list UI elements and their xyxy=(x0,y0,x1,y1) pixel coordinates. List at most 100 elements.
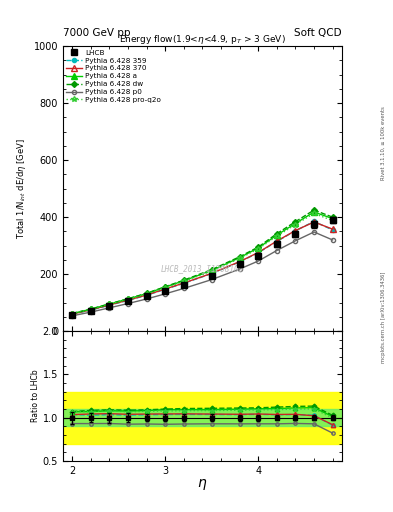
Pythia 6.428 359 xyxy=(256,250,261,256)
Y-axis label: Total 1/N$_{int}$ dE/d$\eta$ [GeV]: Total 1/N$_{int}$ dE/d$\eta$ [GeV] xyxy=(15,138,28,239)
Pythia 6.428 a xyxy=(144,290,149,296)
Pythia 6.428 a xyxy=(274,232,279,238)
Pythia 6.428 a xyxy=(70,310,75,316)
Pythia 6.428 p0 xyxy=(126,301,130,307)
Title: Energy flow(1.9<$\eta$<4.9, p$_{T}$ > 3 GeV): Energy flow(1.9<$\eta$<4.9, p$_{T}$ > 3 … xyxy=(119,33,286,46)
Pythia 6.428 pro-q2o xyxy=(88,306,93,312)
Pythia 6.428 359 xyxy=(88,307,93,313)
Pythia 6.428 pro-q2o xyxy=(70,310,75,316)
Pythia 6.428 359 xyxy=(293,228,298,234)
Pythia 6.428 pro-q2o xyxy=(293,222,298,228)
Y-axis label: Ratio to LHCb: Ratio to LHCb xyxy=(31,370,40,422)
X-axis label: $\eta$: $\eta$ xyxy=(197,477,208,492)
Pythia 6.428 p0 xyxy=(274,247,279,253)
Pythia 6.428 a xyxy=(209,267,214,273)
Pythia 6.428 a xyxy=(107,301,112,307)
Pythia 6.428 359 xyxy=(163,286,167,292)
Pythia 6.428 pro-q2o xyxy=(274,233,279,239)
Pythia 6.428 p0 xyxy=(144,296,149,302)
Pythia 6.428 370 xyxy=(88,307,93,313)
Pythia 6.428 359 xyxy=(209,270,214,276)
Pythia 6.428 359 xyxy=(274,238,279,244)
Pythia 6.428 pro-q2o xyxy=(144,291,149,297)
Text: 7000 GeV pp: 7000 GeV pp xyxy=(63,28,130,38)
Pythia 6.428 dw xyxy=(163,284,167,290)
Pythia 6.428 a xyxy=(256,245,261,251)
Pythia 6.428 dw xyxy=(312,207,316,213)
Pythia 6.428 p0 xyxy=(293,238,298,244)
Pythia 6.428 370 xyxy=(293,227,298,233)
Pythia 6.428 pro-q2o xyxy=(256,246,261,252)
Pythia 6.428 370 xyxy=(256,249,261,255)
Pythia 6.428 pro-q2o xyxy=(107,301,112,307)
Pythia 6.428 dw xyxy=(107,301,112,307)
Pythia 6.428 370 xyxy=(312,219,316,225)
Pythia 6.428 pro-q2o xyxy=(163,285,167,291)
Text: Soft QCD: Soft QCD xyxy=(294,28,342,38)
Pythia 6.428 pro-q2o xyxy=(126,296,130,303)
Pythia 6.428 p0 xyxy=(70,313,75,319)
Pythia 6.428 359 xyxy=(107,302,112,308)
Pythia 6.428 a xyxy=(88,306,93,312)
Pythia 6.428 p0 xyxy=(88,309,93,315)
Pythia 6.428 370 xyxy=(126,297,130,303)
Pythia 6.428 370 xyxy=(237,259,242,265)
Pythia 6.428 dw xyxy=(330,214,335,220)
Pythia 6.428 p0 xyxy=(237,266,242,272)
Line: Pythia 6.428 359: Pythia 6.428 359 xyxy=(70,219,335,316)
Pythia 6.428 a xyxy=(330,216,335,222)
Pythia 6.428 a xyxy=(237,254,242,261)
Pythia 6.428 dw xyxy=(209,267,214,273)
Text: LHCB_2013_I1208105: LHCB_2013_I1208105 xyxy=(161,264,244,273)
Pythia 6.428 359 xyxy=(126,297,130,304)
Pythia 6.428 370 xyxy=(107,302,112,308)
Pythia 6.428 dw xyxy=(237,254,242,260)
Pythia 6.428 dw xyxy=(256,244,261,250)
Pythia 6.428 359 xyxy=(312,218,316,224)
Pythia 6.428 370 xyxy=(209,270,214,276)
Pythia 6.428 p0 xyxy=(163,291,167,297)
Pythia 6.428 dw xyxy=(274,230,279,237)
Pythia 6.428 pro-q2o xyxy=(237,255,242,262)
Pythia 6.428 pro-q2o xyxy=(209,268,214,274)
Pythia 6.428 370 xyxy=(330,226,335,232)
Pythia 6.428 p0 xyxy=(209,276,214,283)
Pythia 6.428 pro-q2o xyxy=(312,210,316,217)
Line: Pythia 6.428 pro-q2o: Pythia 6.428 pro-q2o xyxy=(70,210,335,316)
Pythia 6.428 dw xyxy=(144,290,149,296)
Pythia 6.428 p0 xyxy=(107,305,112,311)
Pythia 6.428 359 xyxy=(330,227,335,233)
Text: mcplots.cern.ch [arXiv:1306.3436]: mcplots.cern.ch [arXiv:1306.3436] xyxy=(381,272,386,363)
Pythia 6.428 370 xyxy=(144,292,149,298)
Pythia 6.428 pro-q2o xyxy=(182,278,186,284)
Pythia 6.428 359 xyxy=(237,259,242,265)
Pythia 6.428 pro-q2o xyxy=(330,218,335,224)
Pythia 6.428 a xyxy=(126,296,130,302)
Legend: LHCB, Pythia 6.428 359, Pythia 6.428 370, Pythia 6.428 a, Pythia 6.428 dw, Pythi: LHCB, Pythia 6.428 359, Pythia 6.428 370… xyxy=(65,48,163,104)
Pythia 6.428 dw xyxy=(293,219,298,225)
Pythia 6.428 p0 xyxy=(256,258,261,264)
Pythia 6.428 p0 xyxy=(312,229,316,235)
Pythia 6.428 dw xyxy=(182,277,186,283)
Text: Rivet 3.1.10, ≥ 100k events: Rivet 3.1.10, ≥ 100k events xyxy=(381,106,386,180)
Line: Pythia 6.428 a: Pythia 6.428 a xyxy=(70,209,335,316)
Bar xyxy=(63,392,342,443)
Pythia 6.428 p0 xyxy=(182,285,186,291)
Pythia 6.428 a xyxy=(182,278,186,284)
Pythia 6.428 359 xyxy=(70,311,75,317)
Bar xyxy=(63,409,342,426)
Pythia 6.428 359 xyxy=(182,280,186,286)
Pythia 6.428 a xyxy=(163,284,167,290)
Pythia 6.428 dw xyxy=(126,295,130,302)
Pythia 6.428 370 xyxy=(182,280,186,286)
Pythia 6.428 dw xyxy=(70,310,75,316)
Line: Pythia 6.428 dw: Pythia 6.428 dw xyxy=(70,208,335,315)
Pythia 6.428 a xyxy=(312,209,316,215)
Pythia 6.428 370 xyxy=(163,286,167,292)
Line: Pythia 6.428 p0: Pythia 6.428 p0 xyxy=(70,230,335,318)
Pythia 6.428 p0 xyxy=(330,237,335,243)
Pythia 6.428 a xyxy=(293,220,298,226)
Line: Pythia 6.428 370: Pythia 6.428 370 xyxy=(70,219,335,317)
Pythia 6.428 359 xyxy=(144,292,149,298)
Pythia 6.428 370 xyxy=(70,311,75,317)
